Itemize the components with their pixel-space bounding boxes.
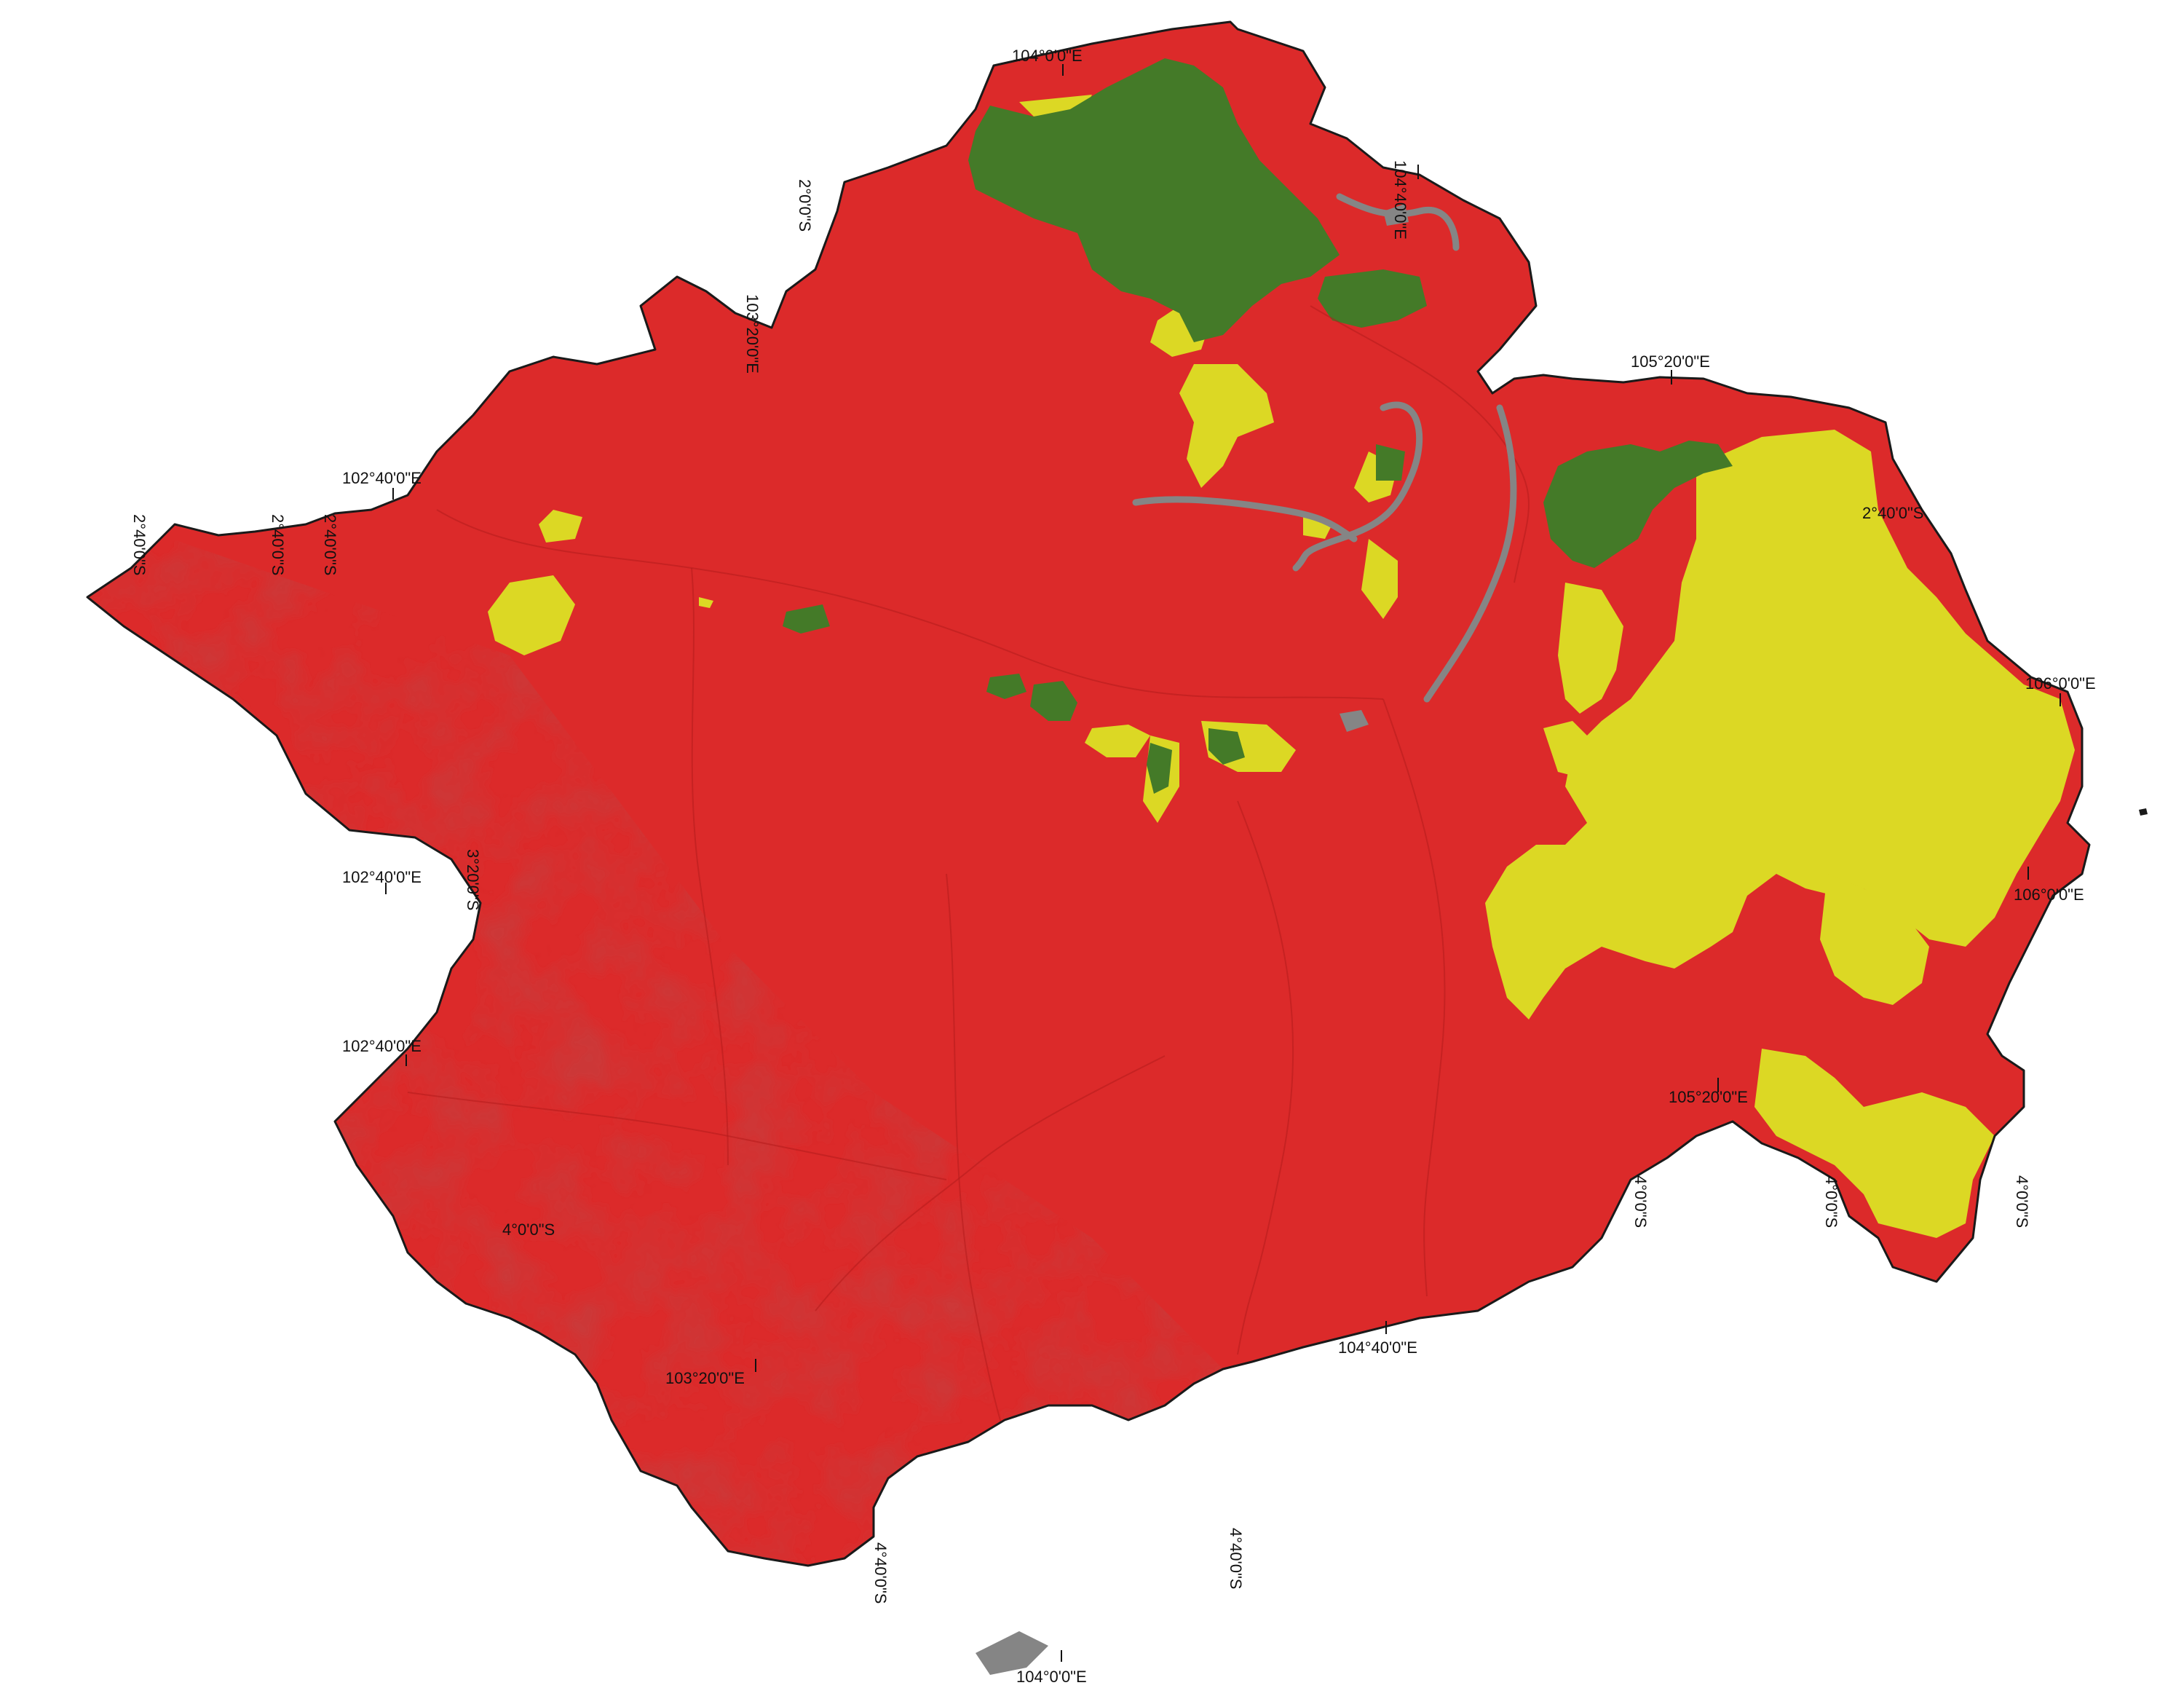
green-area-center-2 [986, 674, 1026, 699]
label-left-lon-3: 102°40'0"E [342, 1037, 422, 1055]
label-left-lat-4: 3°20'0"S [464, 849, 482, 910]
label-right-lon-2: 106°0'0"E [2014, 886, 2084, 904]
yellow-area-center-2 [1361, 539, 1398, 619]
label-right-lat-4: 4°0'0"S [2013, 1175, 2031, 1228]
green-area-center-4 [1147, 743, 1172, 794]
label-top-lon-2: 104°40'0"E [1391, 160, 1409, 240]
label-left-lat-2: 2°40'0"S [269, 514, 287, 575]
graticule-labels: 104°0'0"E 104°40'0"E 105°20'0"E 2°0'0"S … [130, 47, 2096, 1686]
green-area-center-5 [1208, 728, 1245, 765]
land-class-green-areas [783, 58, 1733, 794]
region-boundary [86, 20, 2091, 1567]
yellow-area-north-3 [1019, 95, 1092, 117]
graticule-ticks [385, 64, 2061, 1662]
water-body-north [1383, 204, 1409, 226]
label-left-lon-2: 102°40'0"E [342, 868, 422, 886]
label-left-lat-1: 2°40'0"S [130, 514, 149, 575]
label-left-lon-1: 102°40'0"E [342, 469, 422, 487]
label-bottom-lon-1: 103°20'0"E [665, 1369, 745, 1387]
small-island [2139, 808, 2148, 816]
water-body-south [976, 1631, 1048, 1675]
yellow-area-west-3 [699, 597, 713, 608]
green-area-northeast [1543, 441, 1733, 568]
yellow-area-east [1485, 430, 2075, 1019]
label-bottom-lat-2: 4°40'0"S [1227, 1528, 1245, 1589]
land-class-yellow-areas [488, 95, 2075, 1238]
main-river-network [1132, 193, 1517, 703]
river-north-channel [1336, 193, 1460, 251]
yellow-area-west-2 [539, 510, 582, 543]
green-area-center-1 [783, 604, 830, 634]
water-bodies [976, 204, 1409, 1675]
yellow-area-southeast [1754, 1049, 1995, 1238]
label-right-lat-3: 4°0'0"S [1822, 1175, 1840, 1228]
green-area-north [968, 58, 1340, 342]
label-bottom-lon-3: 104°40'0"E [1338, 1338, 1417, 1357]
green-area-center-6 [1376, 444, 1405, 481]
label-bottom-lat-1: 4°40'0"S [871, 1542, 890, 1604]
label-top-lat-2: 103°20'0"E [743, 294, 761, 374]
label-left-lat-5: 4°0'0"S [502, 1220, 555, 1239]
label-top-lon-1: 104°0'0"E [1012, 47, 1083, 65]
river-east-channel [1423, 404, 1517, 703]
green-area-center-3 [1030, 681, 1077, 721]
green-area-north-2 [1318, 269, 1427, 328]
yellow-area-east-3 [1543, 721, 1602, 779]
main-river [1292, 401, 1423, 572]
yellow-area-north-2 [1179, 364, 1274, 488]
label-top-lat-1: 2°0'0"S [796, 179, 814, 232]
yellow-area-west-1 [488, 575, 575, 655]
label-left-lat-3: 2°40'0"S [321, 514, 339, 575]
yellow-area-east-2 [1558, 583, 1623, 714]
label-right-lat-1: 2°40'0"S [1862, 504, 1923, 522]
label-bottom-lon-2: 104°0'0"E [1016, 1668, 1087, 1686]
label-right-lon-3: 105°20'0"E [1669, 1088, 1748, 1106]
label-right-lat-2: 4°0'0"S [1631, 1175, 1650, 1228]
yellow-area-southeast-2 [1820, 874, 1929, 1005]
river-west-channel [1132, 496, 1358, 543]
yellow-area-mid-1 [1085, 725, 1150, 757]
label-right-lon-1: 106°0'0"E [2025, 674, 2096, 693]
label-top-lon-3: 105°20'0"E [1631, 352, 1710, 371]
water-body-center [1340, 710, 1369, 732]
